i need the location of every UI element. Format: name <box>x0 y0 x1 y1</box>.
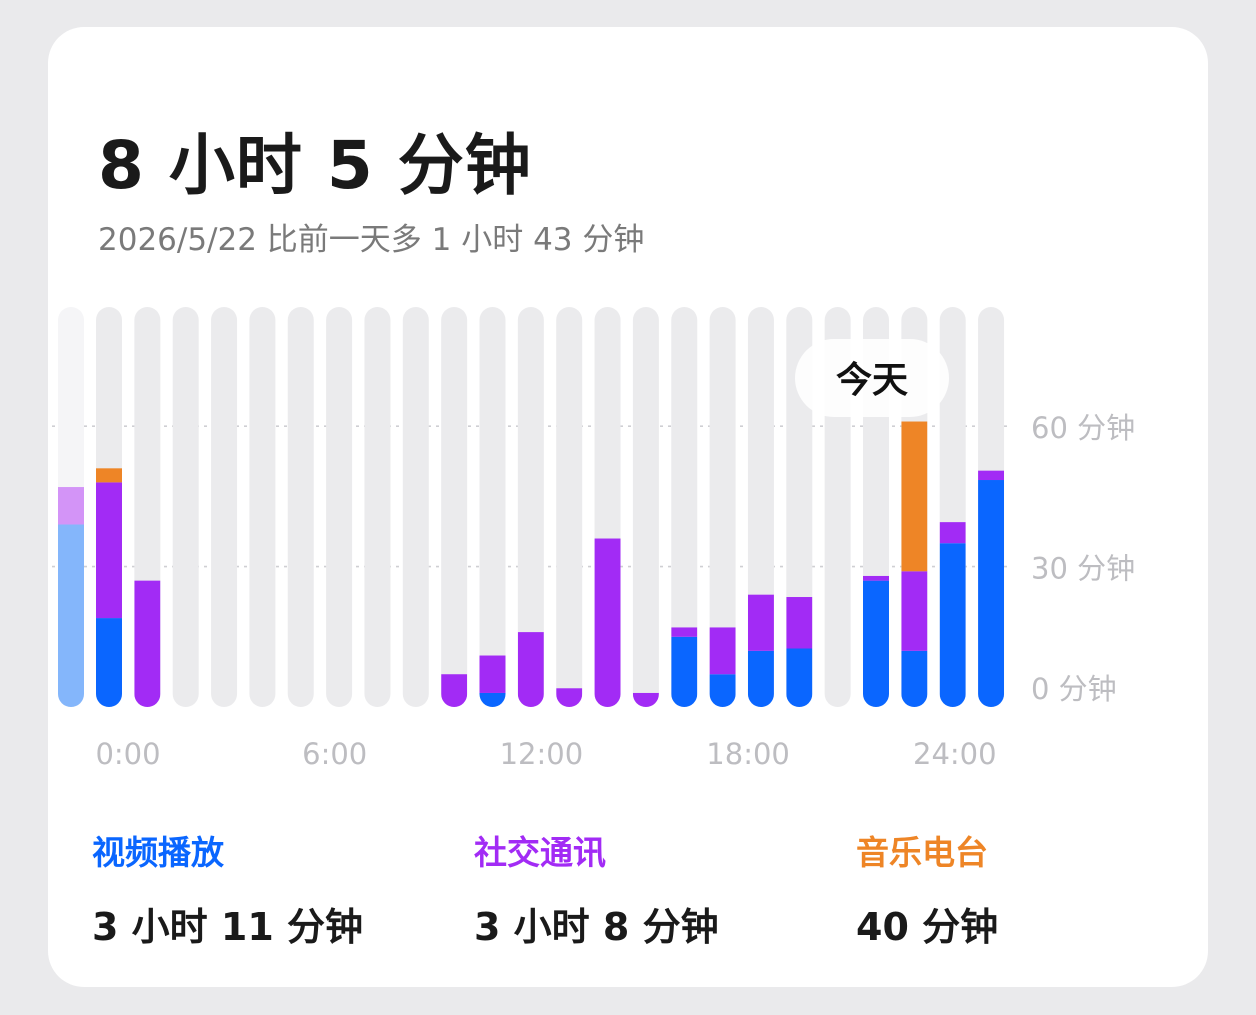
bar-track-3 <box>211 307 238 707</box>
x-tick-label: 0:00 <box>95 737 160 771</box>
hour-bar-13[interactable] <box>594 538 621 707</box>
hour-bar-9[interactable] <box>441 674 468 707</box>
screen-time-card <box>48 27 1208 987</box>
x-tick-label: 24:00 <box>913 737 997 771</box>
today-tooltip: 今天 <box>795 339 949 417</box>
legend-social-name: 社交通讯 <box>474 833 606 872</box>
bar-segment-social <box>556 688 583 707</box>
today-tooltip-label: 今天 <box>836 360 908 401</box>
bar-segment-social <box>978 470 1005 481</box>
legend-video: 视频播放 3 小时 11 分钟 <box>92 826 363 951</box>
legend-music-value: 40 分钟 <box>856 905 999 949</box>
x-tick-label: 6:00 <box>302 737 367 771</box>
bar-segment-social <box>863 575 889 581</box>
hour-bar-10[interactable] <box>479 655 506 707</box>
previous-day-bar[interactable] <box>58 487 84 707</box>
x-tick-label: 18:00 <box>706 737 790 771</box>
bar-segment-music <box>96 468 122 483</box>
bar-segment-video <box>901 650 928 707</box>
bar-track-6 <box>326 307 353 707</box>
hour-bar-12[interactable] <box>556 688 583 707</box>
hour-bar-11[interactable] <box>517 632 544 707</box>
bar-track-11 <box>517 307 544 707</box>
bar-segment-video <box>671 636 698 707</box>
bar-segment-social <box>939 522 966 544</box>
hour-bar-16[interactable] <box>709 627 736 707</box>
bar-segment-video <box>747 650 774 707</box>
previous-day-segment-social <box>58 487 84 525</box>
bar-segment-social <box>671 627 698 637</box>
bar-track-10 <box>479 307 506 707</box>
bar-segment-social <box>747 594 774 651</box>
x-tick-label: 12:00 <box>500 737 584 771</box>
bar-track-5 <box>287 307 314 707</box>
legend-music-name: 音乐电台 <box>856 833 988 872</box>
bar-track-2 <box>172 307 199 707</box>
today-tooltip-bubble <box>795 339 949 417</box>
hour-bar-15[interactable] <box>671 627 698 707</box>
bar-segment-social <box>786 597 813 649</box>
bar-segment-social <box>479 655 506 693</box>
legend-music: 音乐电台 40 分钟 <box>856 826 998 951</box>
bar-segment-video <box>786 648 813 707</box>
bar-track-16 <box>709 307 736 707</box>
bar-segment-social <box>517 632 544 707</box>
bar-segment-social <box>901 571 928 651</box>
hour-bar-23[interactable] <box>978 470 1005 707</box>
hour-bar-18[interactable] <box>786 597 813 707</box>
bar-segment-video <box>978 480 1005 707</box>
bar-segment-social <box>594 538 621 707</box>
legend-social-value: 3 小时 8 分钟 <box>474 905 719 949</box>
bar-segment-video <box>96 618 122 707</box>
bar-segment-social <box>96 482 122 619</box>
bar-track-7 <box>364 307 391 707</box>
bar-segment-social <box>709 627 736 675</box>
hour-bar-0[interactable] <box>96 468 122 707</box>
bar-segment-video <box>479 692 506 707</box>
hour-bar-21[interactable] <box>901 421 928 707</box>
bar-segment-social <box>632 692 659 707</box>
hour-bar-1[interactable] <box>134 580 161 707</box>
previous-day-segment-video <box>58 524 84 707</box>
total-screen-time: 8 小时 5 分钟 <box>98 127 532 204</box>
bar-segment-social <box>134 580 161 707</box>
bar-segment-music <box>901 421 928 572</box>
bar-track-9 <box>441 307 468 707</box>
y-tick-label: 0 分钟 <box>1031 672 1117 706</box>
bar-segment-video <box>709 674 736 707</box>
legend-video-name: 视频播放 <box>92 833 224 872</box>
bar-track-12 <box>556 307 583 707</box>
bar-track-14 <box>632 307 659 707</box>
bar-segment-social <box>441 674 468 707</box>
hour-bar-17[interactable] <box>747 594 774 707</box>
bar-track-8 <box>402 307 429 707</box>
y-tick-label: 60 分钟 <box>1031 411 1135 445</box>
bar-track-4 <box>249 307 276 707</box>
date-comparison: 2026/5/22 比前一天多 1 小时 43 分钟 <box>98 222 645 258</box>
hour-bar-14[interactable] <box>632 692 659 707</box>
hour-bar-20[interactable] <box>863 575 889 707</box>
bar-track-15 <box>671 307 698 707</box>
bar-segment-video <box>863 580 889 707</box>
hour-bar-22[interactable] <box>939 522 966 707</box>
legend-video-value: 3 小时 11 分钟 <box>92 905 364 949</box>
bar-segment-video <box>939 543 966 707</box>
legend-social: 社交通讯 3 小时 8 分钟 <box>474 826 719 951</box>
y-tick-label: 30 分钟 <box>1031 552 1135 586</box>
